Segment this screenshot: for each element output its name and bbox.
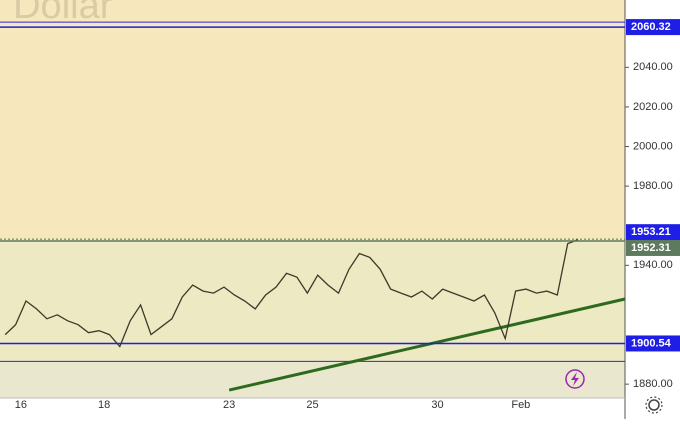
settings-icon [648,399,660,411]
settings-icon [645,396,663,414]
level-label-box [626,224,680,241]
trend-line [228,297,626,392]
y-tick-label: 2040.00 [633,61,673,73]
level-label-box [626,19,680,36]
x-tick-label: Feb [511,399,530,411]
lightning-icon [571,372,579,386]
x-axis-area [0,398,680,419]
level-label: 1953.21 [631,226,671,238]
level-label-box [626,335,680,352]
lightning-icon [565,369,585,389]
zone-lower [0,361,625,398]
level-label-box [626,239,680,256]
x-tick-label: 16 [15,399,27,411]
x-tick-label: 30 [431,399,443,411]
level-label: 2060.32 [631,21,671,33]
price-line [4,238,579,348]
x-tick-label: 25 [306,399,318,411]
level-label: 1900.54 [631,337,672,349]
x-tick-label: 23 [223,399,235,411]
y-tick-label: 1940.00 [633,259,673,271]
y-tick-label: 2000.00 [633,140,673,152]
level-label: 1952.31 [631,242,671,254]
y-tick-label: 1980.00 [633,180,673,192]
zone-upper [0,0,625,240]
y-tick-label: 1880.00 [633,378,673,390]
x-tick-label: 18 [98,399,110,411]
y-tick-label: 2020.00 [633,101,673,113]
watermark: . Dollar [0,0,113,27]
zone-middle [0,239,625,362]
